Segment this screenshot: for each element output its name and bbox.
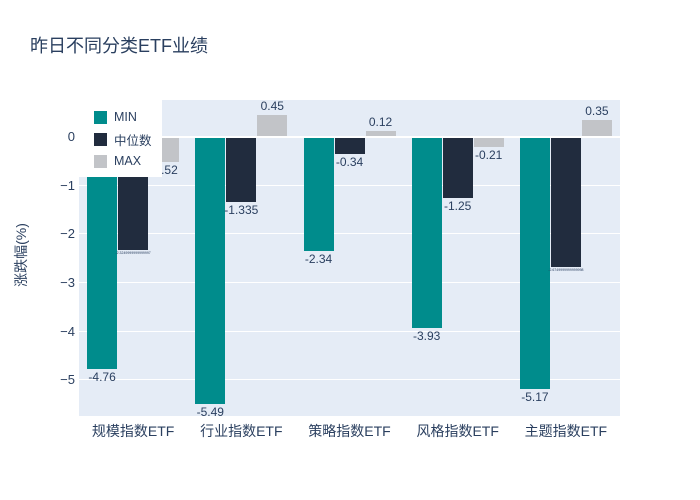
value-label: -2.3249999999999997 [115, 251, 151, 256]
y-tick-label: −3 [60, 275, 75, 291]
bar-MIN-主题指数ETF[interactable] [519, 138, 550, 389]
gridline [79, 282, 620, 283]
y-tick-label: 0 [67, 129, 75, 144]
x-tick-label: 风格指数ETF [416, 423, 499, 439]
legend-label: MAX [114, 154, 142, 168]
legend-item-中位数[interactable]: 中位数 [94, 128, 152, 150]
y-tick-label: −2 [60, 226, 75, 242]
bar-MAX-风格指数ETF[interactable] [473, 138, 504, 148]
value-label: -5.17 [521, 389, 549, 404]
legend-swatch-icon [94, 110, 107, 124]
bar-MIN-行业指数ETF[interactable] [195, 138, 226, 405]
value-label: 0.45 [260, 99, 284, 114]
bar-MIN-风格指数ETF[interactable] [411, 138, 442, 329]
legend: MIN 中位数 MAX [79, 100, 162, 177]
value-label: -0.34 [335, 154, 364, 169]
legend-swatch-icon [94, 132, 107, 146]
legend-label: 中位数 [114, 133, 152, 148]
gridline [79, 331, 620, 332]
legend-label: MIN [114, 110, 137, 124]
value-label: -4.76 [88, 369, 116, 384]
y-tick-label: −5 [60, 372, 75, 388]
bar-MAX-行业指数ETF[interactable] [257, 115, 288, 136]
bar-MAX-主题指数ETF[interactable] [581, 119, 612, 136]
value-label: -2.6749999999999998 [548, 268, 584, 273]
bar-MIN-策略指数ETF[interactable] [303, 138, 334, 251]
bar-中位数-风格指数ETF[interactable] [442, 138, 473, 198]
value-label: -5.49 [196, 405, 224, 420]
bar-中位数-主题指数ETF[interactable] [550, 138, 581, 268]
gridline [79, 379, 620, 380]
value-label: -1.335 [224, 203, 259, 217]
x-tick-label: 策略指数ETF [308, 423, 391, 439]
value-label: 0.12 [368, 115, 393, 130]
chart-title: 昨日不同分类ETF业绩 [30, 36, 208, 56]
legend-swatch-icon [94, 154, 107, 168]
legend-item-MAX[interactable]: MAX [94, 150, 152, 172]
legend-item-MIN[interactable]: MIN [94, 106, 152, 128]
value-label: -2.34 [304, 251, 333, 266]
bar-MAX-策略指数ETF[interactable] [365, 131, 396, 136]
zero-gridline [79, 136, 620, 138]
x-tick-label: 行业指数ETF [200, 423, 283, 439]
value-label: -0.21 [475, 148, 503, 163]
gridline [79, 233, 620, 234]
gridline [79, 185, 620, 186]
bar-中位数-策略指数ETF[interactable] [334, 138, 365, 154]
value-label: -3.93 [413, 329, 441, 344]
y-tick-label: −1 [60, 177, 75, 193]
x-tick-label: 规模指数ETF [91, 423, 175, 439]
bar-中位数-行业指数ETF[interactable] [226, 138, 257, 202]
x-tick-label: 主题指数ETF [524, 423, 608, 439]
y-tick-label: −4 [60, 323, 75, 339]
value-label: -1.25 [444, 198, 472, 213]
value-label: 0.35 [585, 103, 609, 118]
